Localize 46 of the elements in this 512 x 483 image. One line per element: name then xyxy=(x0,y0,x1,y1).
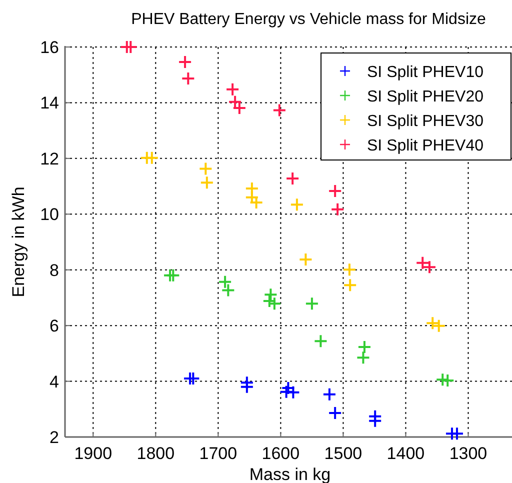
y-tick-label: 10 xyxy=(40,205,59,224)
y-tick-label: 2 xyxy=(50,428,59,447)
point xyxy=(343,278,358,292)
legend-label: SI Split PHEV40 xyxy=(367,138,484,154)
point xyxy=(304,296,319,311)
point xyxy=(330,202,345,216)
point xyxy=(226,82,240,96)
x-tick-label: 1900 xyxy=(74,444,112,463)
y-tick-label: 16 xyxy=(40,38,59,57)
x-tick-label: 1600 xyxy=(262,444,300,463)
point xyxy=(368,414,382,428)
y-tick-label: 14 xyxy=(40,94,59,113)
point xyxy=(166,268,180,282)
point xyxy=(342,262,356,277)
point xyxy=(240,380,254,394)
point xyxy=(178,55,192,70)
point xyxy=(357,340,372,354)
y-tick-label: 4 xyxy=(50,372,59,392)
x-tick-label: 1800 xyxy=(136,444,175,463)
x-tick-label: 1700 xyxy=(199,444,238,463)
y-tick-label: 12 xyxy=(40,149,59,168)
y-tick-label: 6 xyxy=(50,316,59,336)
point xyxy=(198,162,213,176)
chart-title: PHEV Battery Energy vs Vehicle mass for Midsize xyxy=(131,11,486,28)
y-tick-label: 8 xyxy=(50,260,59,280)
point xyxy=(314,334,328,348)
point xyxy=(290,198,304,212)
point xyxy=(279,384,294,399)
point xyxy=(322,387,336,402)
point xyxy=(272,103,286,118)
point xyxy=(356,350,370,365)
y-axis-title: Energy in kWh xyxy=(9,186,28,298)
point xyxy=(181,71,196,86)
legend-label: SI Split PHEV10 xyxy=(367,64,484,81)
x-tick-label: 1300 xyxy=(449,444,488,463)
legend-label: SI Split PHEV30 xyxy=(367,113,484,130)
x-tick-label: 1500 xyxy=(324,444,362,463)
point xyxy=(440,373,455,388)
point xyxy=(328,184,342,198)
legend-label: SI Split PHEV20 xyxy=(367,88,484,106)
point xyxy=(298,252,313,267)
point xyxy=(144,150,159,165)
point xyxy=(286,171,300,186)
point xyxy=(200,176,214,190)
point xyxy=(328,406,342,420)
x-tick-label: 1400 xyxy=(386,444,425,463)
